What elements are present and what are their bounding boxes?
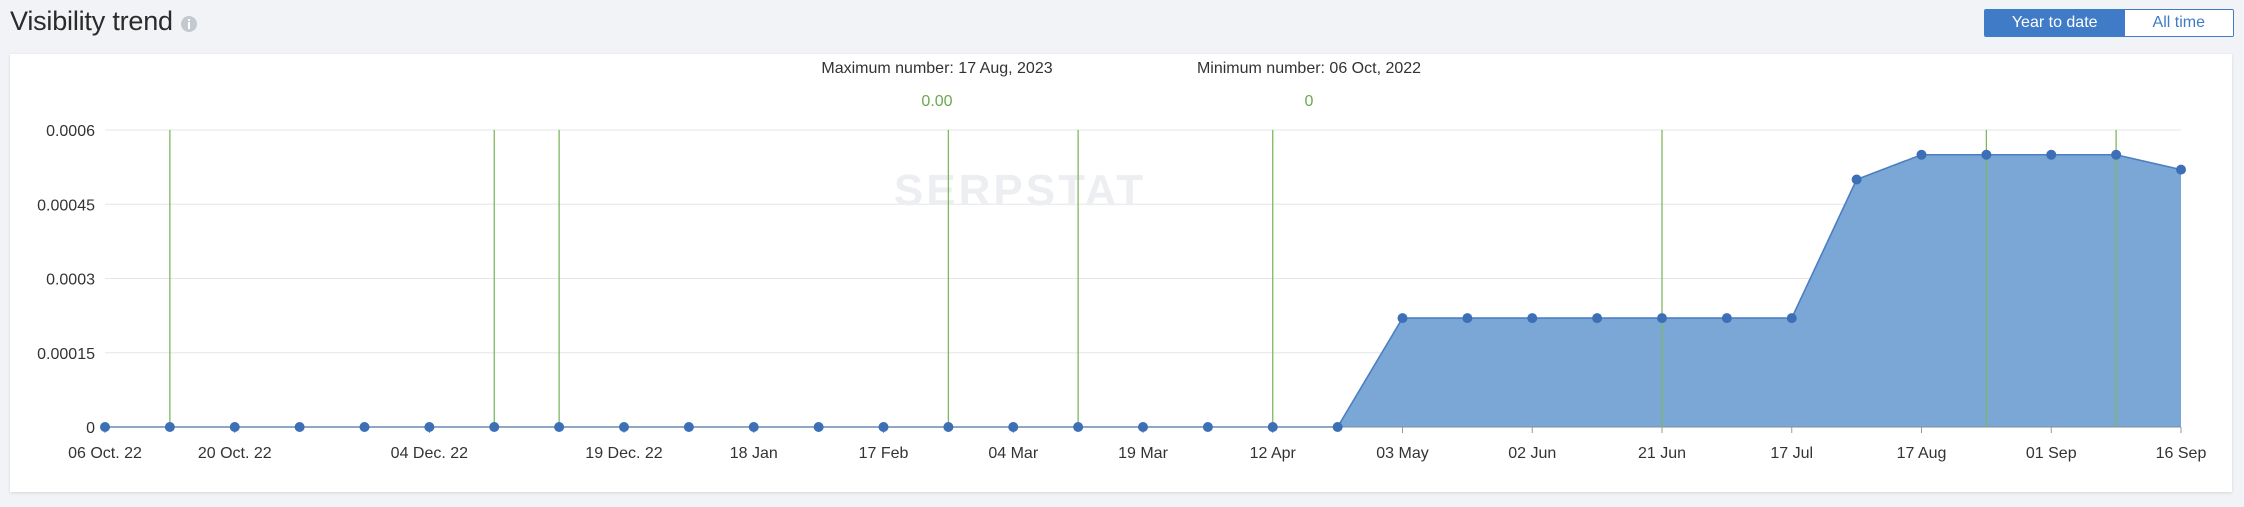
data-point xyxy=(1202,422,1213,432)
y-tick-label: 0.0003 xyxy=(46,272,95,289)
x-tick-label: 16 Sep xyxy=(2156,445,2207,462)
y-tick-label: 0 xyxy=(86,420,95,437)
data-point xyxy=(2046,149,2057,160)
data-point xyxy=(2111,149,2122,160)
info-icon[interactable] xyxy=(180,15,197,32)
data-point xyxy=(1981,149,1992,160)
data-point xyxy=(1527,313,1538,324)
y-tick-label: 0.00045 xyxy=(37,197,95,214)
x-tick-label: 04 Mar xyxy=(988,445,1038,462)
data-point xyxy=(1397,313,1408,324)
data-point xyxy=(100,422,110,432)
data-point xyxy=(1267,422,1278,432)
data-point xyxy=(1721,313,1732,324)
data-point xyxy=(1851,174,1862,185)
data-point xyxy=(813,422,824,432)
data-point xyxy=(294,422,305,432)
serpstat-watermark: SERPSTAT xyxy=(894,166,1146,215)
data-point xyxy=(748,422,759,432)
x-tick-label: 02 Jun xyxy=(1508,445,1556,462)
max-number-label: Maximum number: 17 Aug, 2023 xyxy=(821,60,1052,77)
x-tick-label: 17 Feb xyxy=(859,445,909,462)
data-point xyxy=(1073,422,1084,432)
title-text: Visibility trend xyxy=(10,6,173,36)
data-point xyxy=(489,422,500,432)
min-number-label: Minimum number: 06 Oct, 2022 xyxy=(1197,60,1421,77)
x-tick-label: 20 Oct. 22 xyxy=(198,445,272,462)
data-point xyxy=(2176,164,2186,175)
period-toggle: Year to date All time xyxy=(1983,9,2234,37)
data-point xyxy=(1916,149,1927,160)
data-point xyxy=(943,422,954,432)
x-tick-label: 03 May xyxy=(1376,445,1428,462)
chart-panel: SERPSTAT Maximum number: 17 Aug, 2023 0.… xyxy=(10,54,2232,492)
x-tick-label: 06 Oct. 22 xyxy=(68,445,142,462)
x-tick-label: 19 Dec. 22 xyxy=(585,445,662,462)
data-point xyxy=(1462,313,1473,324)
max-number-value: 0.00 xyxy=(921,93,952,110)
data-point xyxy=(683,422,694,432)
visibility-chart: SERPSTAT Maximum number: 17 Aug, 2023 0.… xyxy=(37,60,2207,462)
page-title: Visibility trend xyxy=(10,6,197,37)
x-tick-label: 19 Mar xyxy=(1118,445,1168,462)
data-point xyxy=(619,422,629,432)
data-point xyxy=(878,422,889,432)
data-point xyxy=(424,422,435,432)
x-tick-label: 01 Sep xyxy=(2026,445,2077,462)
data-point xyxy=(1332,422,1343,432)
data-point xyxy=(1008,422,1019,432)
x-tick-label: 17 Jul xyxy=(1770,445,1813,462)
data-point xyxy=(1786,313,1797,324)
x-tick-label: 12 Apr xyxy=(1250,445,1297,462)
data-point xyxy=(1592,313,1603,324)
x-tick-label: 21 Jun xyxy=(1638,445,1686,462)
x-tick-label: 04 Dec. 22 xyxy=(391,445,468,462)
year-to-date-button[interactable]: Year to date xyxy=(1984,10,2125,36)
data-point xyxy=(229,422,240,432)
data-point xyxy=(164,422,175,432)
y-tick-label: 0.0006 xyxy=(46,123,95,140)
all-time-button[interactable]: All time xyxy=(2124,10,2233,36)
data-point xyxy=(1138,422,1148,432)
x-tick-label: 17 Aug xyxy=(1897,445,1947,462)
y-tick-label: 0.00015 xyxy=(37,346,95,363)
min-number-value: 0 xyxy=(1305,93,1314,110)
data-point xyxy=(1657,313,1667,324)
data-point xyxy=(359,422,370,432)
data-point xyxy=(554,422,565,432)
x-tick-label: 18 Jan xyxy=(730,445,778,462)
